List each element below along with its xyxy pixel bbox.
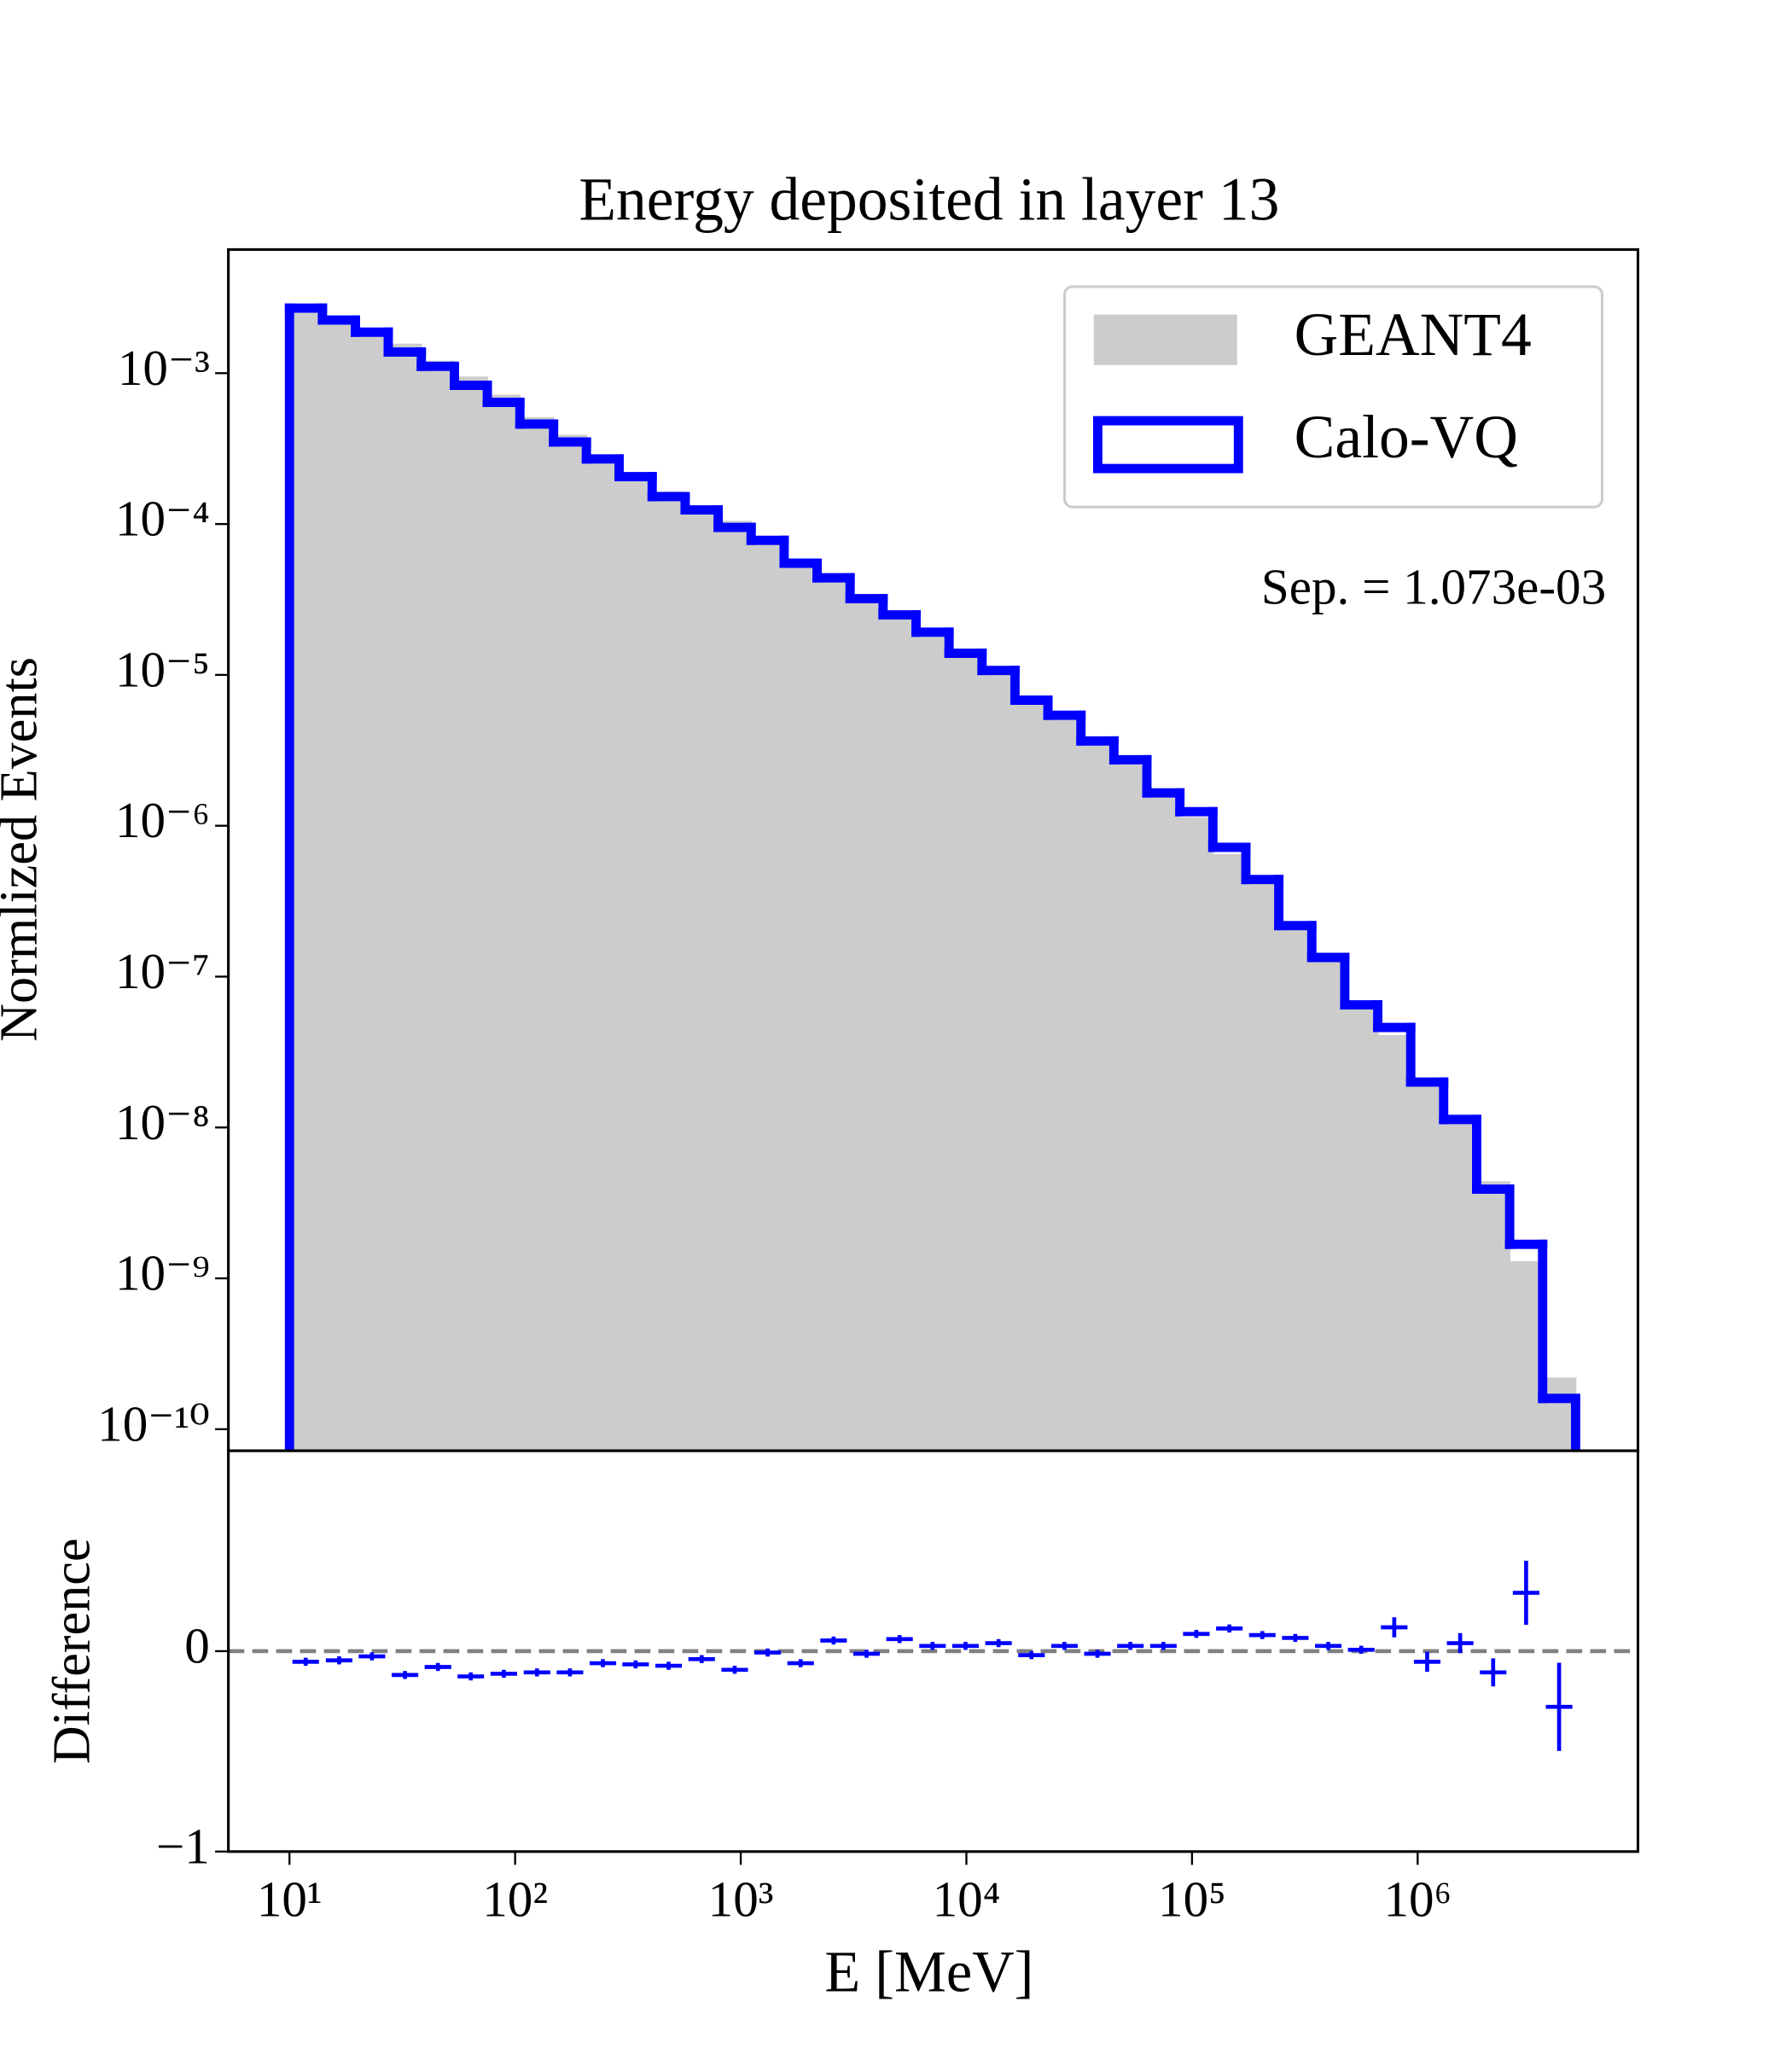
histogram-bar [1510,1260,1544,1452]
histogram-bar [981,672,1016,1452]
difference-area [228,1561,1638,1751]
histogram-bar [718,521,753,1452]
y-tick-label: 10⁻⁸ [115,1094,210,1150]
legend-label: Calo-VQ [1295,404,1518,471]
y-tick-label: 10⁻⁵ [115,641,210,697]
annotation: Sep. = 1.073e-03 [1261,558,1606,614]
x-tick-label: 10² [482,1871,548,1928]
histogram-bar [684,507,719,1452]
y-tick-label: 10⁻⁶ [115,792,210,848]
histogram-bar [355,330,389,1452]
histogram-bar [1542,1377,1577,1452]
histogram-bar [1048,716,1082,1452]
x-tick-label: 10³ [708,1871,774,1928]
histogram-bar [289,304,323,1452]
histogram-bar [1443,1121,1478,1452]
histogram-bar [454,376,489,1452]
histogram-bar [850,598,884,1452]
histogram-area [284,303,1580,1452]
chart-title: Energy deposited in layer 13 [579,166,1279,234]
histogram-bar [916,633,951,1452]
legend-label: GEANT4 [1295,301,1532,369]
histogram-bar [586,455,620,1452]
histogram-bar [783,558,818,1452]
histogram-bar [1080,740,1115,1452]
y-tick-label: −1 [156,1818,210,1874]
histogram-bar [1278,929,1313,1452]
histogram-bar [487,394,521,1452]
y-tick-label: 10⁻⁹ [115,1245,210,1301]
y-tick-label: 0 [184,1617,210,1673]
histogram-bar [1179,817,1214,1452]
histogram-bar [817,580,852,1452]
axes: GEANT4 Calo-VQ 10⁻¹⁰ 10⁻⁹ 10⁻⁸ 10⁻⁷ 10⁻⁶ 10⁻⁵ 10… [97,247,1640,1928]
y-tick-label: 10⁻¹⁰ [97,1395,210,1452]
y-tick-label: 10⁻⁷ [115,943,210,999]
y-tick-label: 10⁻³ [118,340,210,396]
histogram-bar [652,492,686,1452]
y-tick-label: 10⁻⁴ [115,491,210,547]
histogram-bar [387,343,422,1452]
histogram-bar [1476,1181,1511,1452]
histogram-bar [421,360,456,1452]
x-tick-label: 10¹ [257,1871,323,1928]
axes-frame [227,1449,1640,1853]
histogram-bar [1213,853,1247,1452]
y-axis-label: Difference [44,1539,102,1765]
histogram-bar [1147,794,1181,1452]
histogram-bar [751,539,785,1452]
histogram-bar [1015,699,1050,1452]
histogram-bar [619,472,654,1452]
histogram-bar [322,317,357,1452]
legend-swatch [1093,314,1237,365]
x-tick-label: 10⁶ [1383,1871,1452,1928]
histogram-bar [1377,1034,1412,1452]
legend-swatch [1092,416,1243,474]
histogram-bar [949,655,983,1452]
histogram-bar [882,618,917,1452]
histogram-bar [1245,884,1280,1452]
histogram-bar [1312,958,1346,1452]
histogram-bar [1344,1004,1379,1452]
histogram-bar [1411,1079,1445,1452]
x-axis-label: E [MeV] [824,1939,1033,2004]
x-tick-label: 10⁴ [933,1871,1001,1928]
histogram-bar [520,417,555,1452]
x-tick-label: 10⁵ [1158,1871,1226,1928]
histogram-bar [553,434,588,1452]
y-axis-label: Normlized Events [0,657,48,1042]
histogram-bar [1114,761,1148,1452]
